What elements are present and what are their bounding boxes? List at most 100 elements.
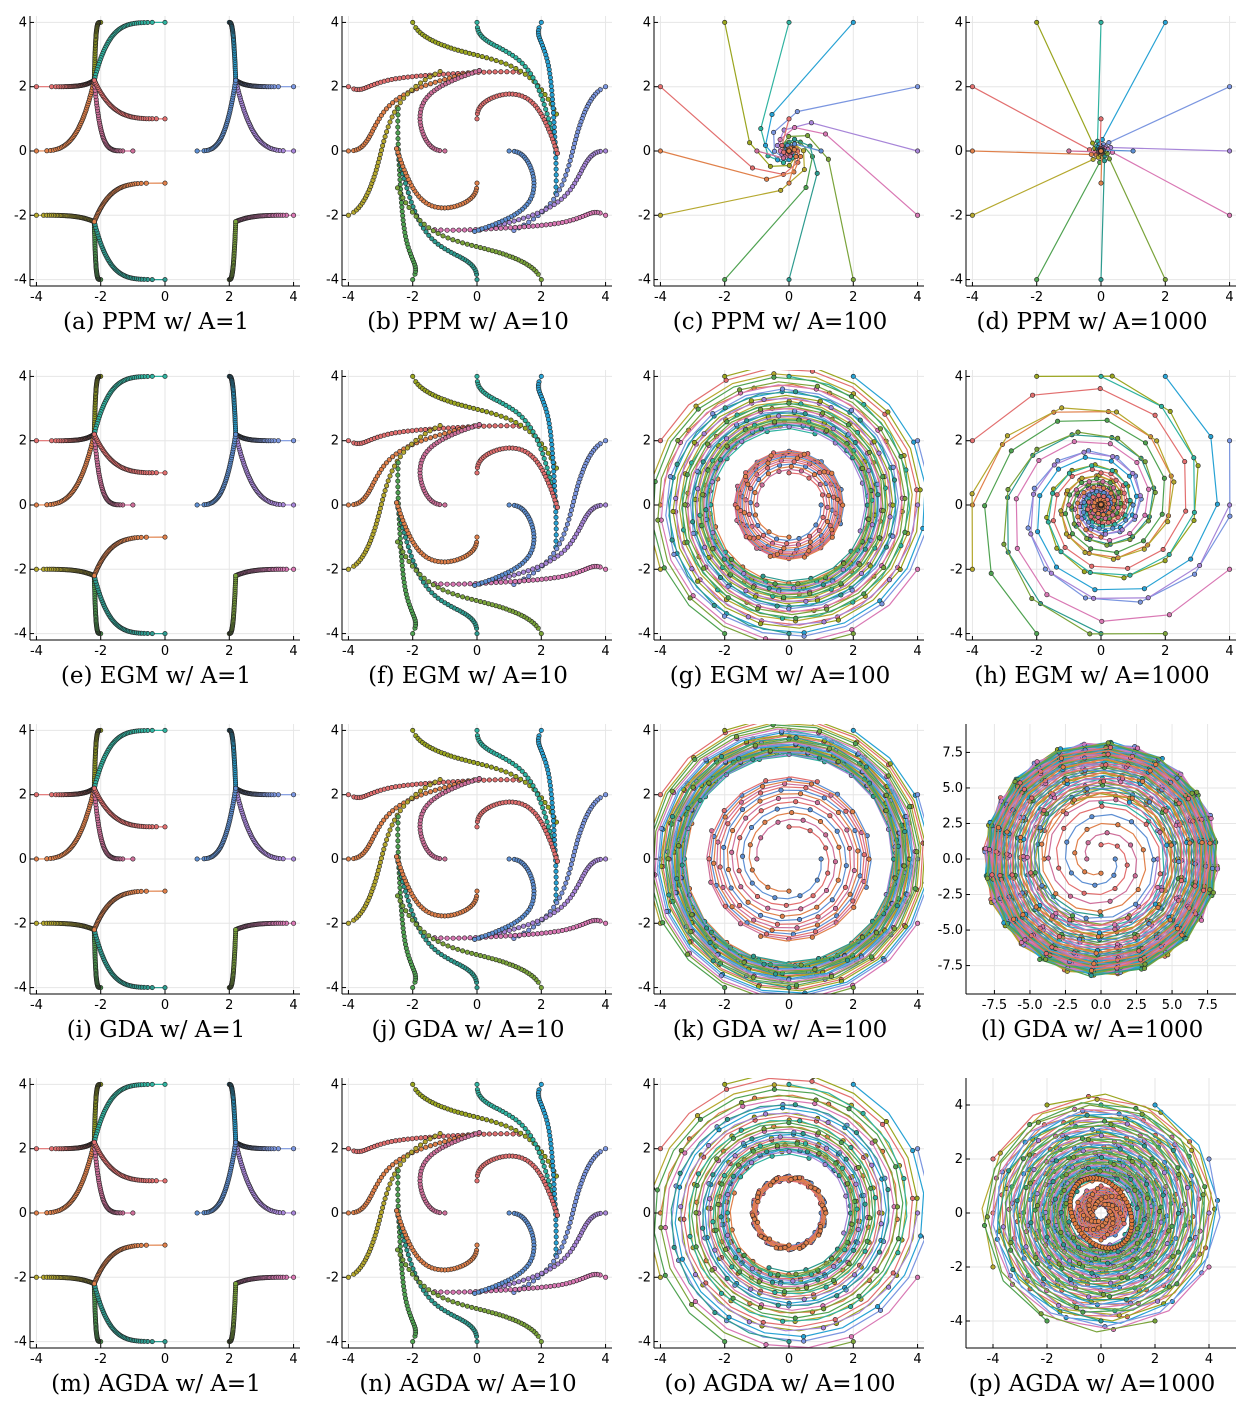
iterate-point — [1159, 511, 1165, 517]
iterate-point — [655, 517, 661, 523]
iterate-point — [429, 236, 435, 242]
iterate-point — [1084, 536, 1090, 542]
iterate-point — [1048, 570, 1054, 576]
panel-caption: (d) PPM w/ A=1000 — [976, 309, 1208, 335]
iterate-point — [722, 277, 728, 283]
iterate-point — [806, 475, 812, 481]
iterate-point — [545, 96, 551, 102]
iterate-point — [1087, 631, 1093, 637]
y-tick-label: 2 — [955, 434, 963, 449]
iterate-point — [401, 429, 407, 435]
iterate-point — [526, 578, 532, 584]
iterate-point — [531, 570, 537, 576]
iterate-point — [450, 227, 456, 233]
iterate-point — [553, 509, 559, 515]
iterate-point — [399, 554, 405, 560]
iterate-point — [1105, 520, 1111, 526]
iterate-point — [409, 87, 415, 93]
iterate-point — [1088, 514, 1094, 520]
series-group — [969, 373, 1233, 637]
iterate-point — [539, 576, 545, 582]
iterate-point — [513, 65, 519, 71]
iterate-point — [814, 383, 820, 389]
iterate-point — [1095, 519, 1101, 525]
iterate-point — [153, 470, 159, 476]
iterate-point — [397, 177, 403, 183]
iterate-point — [1073, 487, 1079, 493]
iterate-point — [546, 421, 552, 427]
iterate-point — [1092, 587, 1098, 593]
iterate-point — [1095, 511, 1101, 517]
iterate-point — [838, 592, 844, 598]
iterate-point — [397, 100, 403, 106]
iterate-point — [553, 538, 559, 544]
iterate-point — [722, 631, 728, 637]
iterate-point — [1103, 531, 1109, 537]
y-tick-label: 4 — [643, 369, 651, 384]
iterate-point — [444, 581, 450, 587]
iterate-point — [469, 242, 475, 248]
iterate-point — [917, 487, 923, 493]
iterate-point — [1075, 500, 1081, 506]
iterate-point — [813, 522, 819, 528]
iterate-point — [418, 80, 424, 86]
iterate-point — [1141, 538, 1147, 544]
iterate-point — [548, 433, 554, 439]
iterate-point — [1127, 537, 1133, 543]
iterate-point — [542, 446, 548, 452]
iterate-point — [400, 217, 406, 223]
iterate-point — [690, 519, 696, 525]
iterate-point — [511, 218, 517, 224]
iterate-point — [552, 483, 558, 489]
x-tick-label: 4 — [289, 290, 297, 305]
iterate-point — [553, 178, 559, 184]
iterate-point — [382, 488, 388, 494]
iterate-point — [684, 539, 690, 545]
iterate-point — [1081, 490, 1087, 496]
iterate-point — [1182, 459, 1188, 465]
iterate-point — [551, 469, 557, 475]
iterate-point — [559, 182, 565, 188]
iterate-point — [824, 428, 830, 434]
x-tick-label: 2 — [1161, 644, 1169, 659]
iterate-point — [438, 244, 444, 250]
iterate-point — [481, 423, 487, 429]
iterate-point — [518, 68, 524, 74]
iterate-point — [378, 501, 384, 507]
iterate-point — [538, 373, 544, 379]
iterate-point — [1162, 277, 1168, 283]
iterate-point — [492, 423, 498, 429]
iterate-point — [1050, 518, 1056, 524]
iterate-point — [849, 407, 855, 413]
iterate-point — [829, 527, 835, 533]
iterate-point — [426, 225, 432, 231]
iterate-point — [603, 84, 609, 90]
iterate-point — [503, 579, 509, 585]
iterate-point — [818, 502, 824, 508]
iterate-point — [504, 69, 510, 75]
iterate-point — [759, 482, 765, 488]
iterate-point — [385, 124, 391, 130]
iterate-point — [554, 150, 560, 156]
iterate-point — [807, 591, 813, 597]
iterate-point — [728, 556, 734, 562]
iterate-point — [1152, 490, 1158, 496]
iterate-point — [474, 373, 480, 379]
iterate-point — [761, 532, 767, 538]
iterate-point — [551, 575, 557, 581]
iterate-point — [450, 237, 456, 243]
iterate-point — [426, 586, 432, 592]
iterate-point — [798, 154, 804, 160]
iterate-point — [809, 370, 815, 374]
iterate-point — [1191, 509, 1197, 515]
iterate-point — [748, 500, 754, 506]
iterate-point — [554, 192, 560, 198]
iterate-point — [397, 536, 403, 542]
iterate-point — [345, 148, 351, 154]
y-tick-label: 4 — [955, 15, 963, 30]
series-group — [33, 19, 297, 283]
iterate-point — [401, 449, 407, 455]
iterate-point — [827, 523, 833, 529]
iterate-point — [543, 560, 549, 566]
iterate-point — [546, 470, 552, 476]
